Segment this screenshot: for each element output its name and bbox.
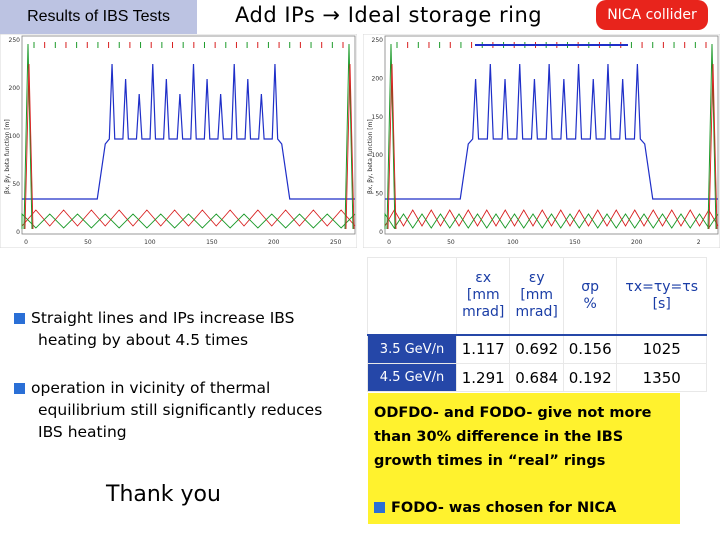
x-tick-label: 0 (24, 239, 28, 246)
y-axis-label: βx, βy, beta function [m] (4, 119, 11, 194)
header-tau: τx=τy=τs [s] (616, 256, 707, 336)
x-tick-label: 200 (268, 239, 280, 246)
row-label: 4.5 GeV/n (367, 363, 457, 392)
y-tick-label: 100 (9, 133, 21, 140)
x-tick-label: 150 (206, 239, 218, 246)
slide-title: Add IPs → Ideal storage ring (235, 3, 543, 27)
nica-collider-badge: NICA collider (596, 0, 708, 30)
table-row: 4.5 GeV/n 1.291 0.684 0.192 1350 (367, 363, 707, 392)
table-corner (367, 256, 457, 336)
conclusion-text: ODFDO- and FODO- give not more than 30% … (374, 405, 652, 469)
conclusion-box: ODFDO- and FODO- give not more than 30% … (368, 393, 680, 524)
plot-frame (21, 35, 356, 235)
bullet-text: operation in vicinity of thermal equilib… (31, 379, 323, 441)
bullet-icon (374, 502, 385, 513)
x-tick-label: 250 (330, 239, 342, 246)
y-tick-label: 50 (12, 181, 20, 188)
x-tick-label: 50 (84, 239, 92, 246)
x-tick-label: 100 (507, 239, 519, 246)
y-tick-label: 250 (9, 37, 21, 44)
header-emittance-x: εx [mm mrad] (455, 256, 511, 336)
x-tick-label: 50 (447, 239, 455, 246)
header-sigma-p: σp% (562, 256, 618, 336)
conclusion-bullet: FODO- was chosen for NICA (374, 496, 679, 520)
bullet-text: FODO- was chosen for NICA (391, 500, 617, 516)
cell: 0.684 (509, 363, 564, 392)
cell: 1350 (616, 363, 707, 392)
y-tick-label: 0 (16, 229, 20, 236)
beta-function-plot-right: βx, βy, beta function [m] 0 50 100 150 200 2 … (363, 34, 720, 248)
x-tick-label: 2 (697, 239, 701, 246)
bullet-text: Straight lines and IPs increase IBS heat… (31, 309, 295, 349)
y-tick-label: 150 (372, 114, 384, 121)
bullet-thermal-equilibrium: operation in vicinity of thermal equilib… (14, 377, 338, 443)
y-tick-label: 100 (372, 152, 384, 159)
row-label: 3.5 GeV/n (367, 333, 457, 364)
ibs-results-table: εx [mm mrad] εy [mm mrad] σp% τx=τy=τs [s] 3.… (367, 256, 707, 392)
y-tick-label: 250 (372, 37, 384, 44)
bullet-icon (14, 313, 25, 324)
cell: 1.291 (455, 363, 511, 392)
y-tick-label: 200 (372, 75, 384, 82)
bullet-icon (14, 383, 25, 394)
y-tick-label: 50 (375, 191, 383, 198)
beta-function-plot-left: βx, βy, beta function [m] 0 50 100 150 200 25… (0, 34, 357, 248)
x-tick-label: 200 (631, 239, 643, 246)
x-tick-label: 0 (387, 239, 391, 246)
cell: 0.692 (509, 333, 564, 364)
header-emittance-y: εy [mm mrad] (509, 256, 564, 336)
cell: 0.156 (562, 333, 618, 364)
y-axis-label: βx, βy, beta function [m] (367, 119, 374, 194)
bullet-ibs-increase: Straight lines and IPs increase IBS heat… (14, 307, 338, 351)
y-tick-label: 0 (379, 229, 383, 236)
table-row: 3.5 GeV/n 1.117 0.692 0.156 1025 (367, 333, 707, 364)
cell: 0.192 (562, 363, 618, 392)
x-tick-label: 100 (144, 239, 156, 246)
y-tick-label: 200 (9, 85, 21, 92)
x-tick-label: 150 (569, 239, 581, 246)
cell: 1025 (616, 333, 707, 364)
thank-you-text: Thank you (106, 482, 221, 507)
section-badge: Results of IBS Tests (0, 0, 197, 34)
cell: 1.117 (455, 333, 511, 364)
